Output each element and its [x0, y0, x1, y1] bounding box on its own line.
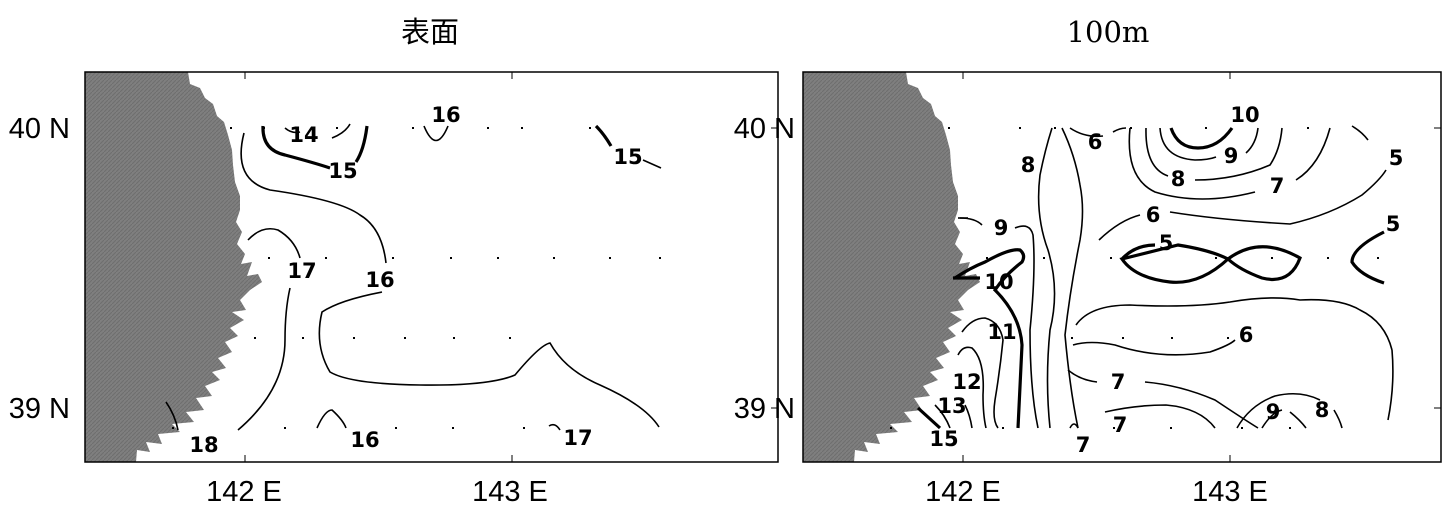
- contour-label: 15: [613, 145, 642, 169]
- contour-label: 16: [431, 103, 460, 127]
- isotherm-7-small: [1069, 423, 1079, 429]
- isotherm-10-bold: [1169, 127, 1234, 150]
- isotherm-8-west: [1037, 127, 1056, 429]
- isotherm-15-bold: [261, 125, 369, 170]
- isotherm-16-main: [240, 132, 660, 428]
- contour-label: 12: [952, 370, 981, 394]
- isotherm-8-south: [1236, 392, 1343, 429]
- isotherm-14: [284, 123, 351, 139]
- axis-labels: 40 N 39 N 142 E 143 E: [9, 113, 548, 508]
- lon-label: 143 E: [472, 476, 548, 508]
- contour-label: 17: [563, 426, 592, 450]
- panel-100m: 100m: [734, 15, 1442, 508]
- isotherm-6-band: [1098, 169, 1387, 241]
- isotherm-10-west: [954, 248, 1026, 429]
- contour-label: 6: [1146, 203, 1161, 227]
- frame-border: [84, 71, 779, 463]
- isotherm-11: [961, 317, 1004, 429]
- contour-label: 6: [1088, 130, 1103, 154]
- isotherms: [916, 125, 1394, 430]
- isotherm-5-ne: [1351, 125, 1369, 141]
- contour-label: 9: [994, 216, 1009, 240]
- isotherm-15: [916, 406, 942, 430]
- isotherm-7-south: [1067, 369, 1259, 429]
- land-mass: [803, 72, 980, 462]
- contour-label: 7: [1270, 174, 1285, 198]
- map-frame: [802, 71, 1442, 463]
- isotherm-6-southline: [1072, 339, 1236, 356]
- isotherm-7-south-b: [1104, 404, 1216, 429]
- isotherm-17-south: [548, 423, 561, 431]
- lon-label: 142 E: [206, 476, 282, 508]
- panel-surface: 表面: [9, 15, 779, 508]
- isotherm-9-south: [1261, 409, 1307, 429]
- contour-label: 15: [929, 427, 958, 451]
- contour-label: 9: [1224, 144, 1239, 168]
- contour-label: 7: [1111, 370, 1126, 394]
- panel-title: 100m: [1067, 15, 1150, 49]
- contour-label: 5: [1389, 146, 1404, 170]
- isotherms: [165, 123, 662, 431]
- isotherm-18: [165, 401, 179, 431]
- isotherm-5-loop: [1119, 243, 1302, 284]
- lon-label: 143 E: [1192, 476, 1268, 508]
- contour-label: 8: [1171, 167, 1186, 191]
- contour-label: 7: [1113, 413, 1128, 437]
- contour-label: 16: [365, 268, 394, 292]
- contour-label: 8: [1315, 398, 1330, 422]
- isotherm-17: [237, 227, 301, 431]
- isotherm-15-east-b: [642, 159, 662, 169]
- contour-label: 7: [1076, 433, 1091, 457]
- land-mass: [85, 72, 262, 462]
- contour-label: 10: [1230, 103, 1259, 127]
- contour-label: 16: [350, 428, 379, 452]
- isotherm-9: [1159, 127, 1259, 161]
- isotherm-7-north: [1128, 127, 1331, 200]
- isotherm-16-south: [316, 409, 347, 429]
- isotherm-12: [957, 346, 987, 429]
- axis-labels: 40 N 39 N 142 E 143 E: [734, 113, 1268, 508]
- contour-label: 9: [1266, 400, 1281, 424]
- contour-label: 18: [189, 433, 218, 457]
- station-grid: [172, 127, 661, 429]
- contour-label: 5: [1159, 231, 1174, 255]
- contour-label: 13: [937, 394, 966, 418]
- lat-label: 40 N: [734, 113, 795, 145]
- isotherm-16-top: [423, 125, 449, 142]
- contour-label: 14: [289, 123, 318, 147]
- lat-label: 39 N: [9, 393, 70, 425]
- lat-label: 39 N: [734, 393, 795, 425]
- isotherm-6-mid: [1061, 127, 1084, 429]
- station-grid: [890, 127, 1379, 429]
- contour-label: 10: [984, 270, 1013, 294]
- isotherm-8-north: [1145, 127, 1283, 181]
- contour-labels: 14 15 16 15 17 16 18 16 17: [189, 103, 642, 457]
- isotherm-15-east: [594, 124, 613, 147]
- contour-label: 5: [1386, 212, 1401, 236]
- isotherm-6-south: [1075, 297, 1394, 421]
- map-frame: [84, 71, 779, 463]
- contour-label: 8: [1021, 153, 1036, 177]
- isotherm-5-east: [1350, 230, 1385, 285]
- isotherm-13: [964, 404, 973, 429]
- isotherm-6-north: [1069, 127, 1127, 138]
- contour-label: 17: [287, 259, 316, 283]
- isotherm-14: [934, 404, 951, 429]
- contour-labels: 10 6 9 8 8 7 5 9 6 5 5 10 11 6 12 7 13 9…: [929, 103, 1403, 457]
- frame-border: [802, 71, 1442, 463]
- contour-label: 11: [987, 320, 1016, 344]
- lat-label: 40 N: [9, 113, 70, 145]
- lon-label: 142 E: [925, 476, 1001, 508]
- contour-label: 6: [1239, 323, 1254, 347]
- contour-label: 15: [328, 159, 357, 183]
- panel-title: 表面: [401, 15, 459, 49]
